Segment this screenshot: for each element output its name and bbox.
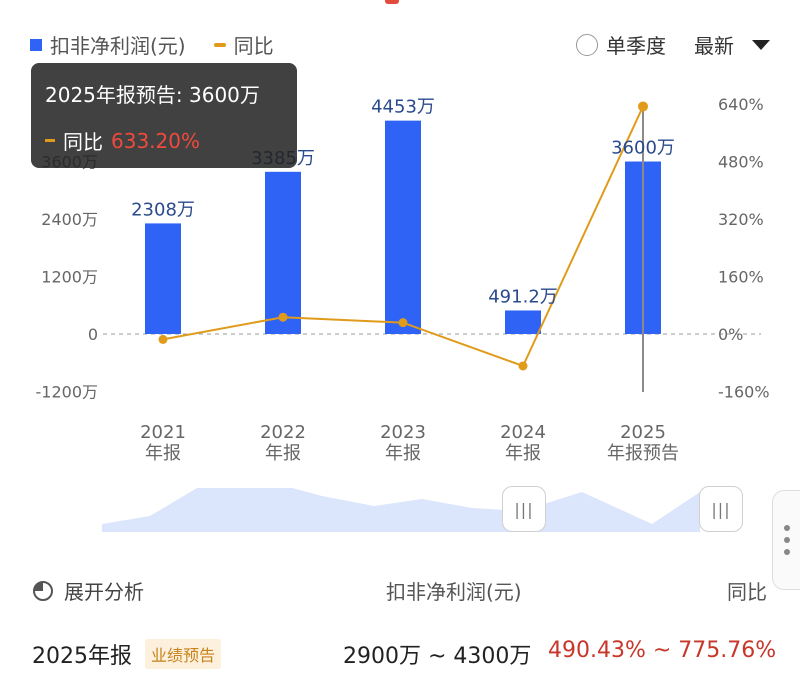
table-row: 2025年报 业绩预告 2900万 ~ 4300万 490.43% ~ 775.… [0, 634, 800, 670]
left-axis-tick-label: -1200万 [36, 383, 99, 402]
category-type-label: 年报 [505, 443, 541, 464]
right-axis-tick-label: 320% [718, 210, 764, 229]
tooltip-yoy-row: 同比 633.20% [45, 126, 283, 155]
right-axis-tick-label: 480% [718, 153, 764, 172]
category-type-label: 年报 [145, 443, 181, 464]
row-period: 2025年报 [32, 644, 132, 669]
category-type-label: 年报预告 [607, 443, 679, 464]
tooltip-title: 2025年报预告: 3600万 [45, 83, 260, 107]
expand-analysis-button[interactable]: 展开分析 [32, 576, 144, 605]
column-header-yoy: 同比 [727, 580, 767, 604]
bar-data-label: 3600万 [611, 138, 675, 159]
right-axis-tick-label: 160% [718, 268, 764, 287]
tooltip-yoy-value: 633.20% [111, 128, 200, 153]
top-indicator [385, 0, 399, 4]
dot-icon [783, 549, 790, 555]
yoy-point-2024 [518, 361, 528, 371]
legend-yoy-label: 同比 [233, 34, 274, 58]
latest-dropdown[interactable]: 最新 [694, 30, 770, 59]
row-profit-range: 2900万 ~ 4300万 [343, 644, 532, 669]
pie-chart-icon [33, 580, 53, 601]
legend-item-profit[interactable]: 扣非净利润(元) [30, 30, 186, 59]
right-axis-tick-label: 640% [718, 95, 764, 114]
yoy-point-2023 [398, 318, 408, 328]
bar-2021 [145, 223, 181, 334]
category-type-label: 年报 [385, 443, 421, 464]
chart-tooltip: 2025年报预告: 3600万 同比 633.20% [31, 63, 297, 168]
caret-down-icon [752, 39, 770, 50]
category-year-label: 2024 [500, 422, 546, 443]
more-menu-handle[interactable] [772, 490, 800, 590]
tooltip-line-swatch [45, 139, 55, 142]
single-quarter-toggle[interactable]: 单季度 [576, 30, 666, 59]
bar-2024 [505, 310, 541, 334]
forecast-badge: 业绩预告 [145, 639, 222, 669]
expand-analysis-label: 展开分析 [64, 580, 144, 604]
row-yoy-range: 490.43% ~ 775.76% [548, 638, 777, 663]
chart-controls: 单季度 最新 [576, 30, 770, 59]
legend-bar-swatch [30, 38, 42, 51]
single-quarter-label: 单季度 [606, 34, 666, 58]
left-axis-tick-label: 0 [88, 325, 98, 344]
yoy-point-2021 [158, 334, 168, 344]
yoy-point-2025 [638, 101, 648, 112]
dot-icon [783, 525, 790, 531]
range-scroller[interactable]: ||| ||| [102, 486, 743, 532]
scroller-overview [102, 488, 700, 532]
column-header-profit: 扣非净利润(元) [386, 580, 522, 604]
bar-data-label: 2308万 [131, 199, 195, 220]
left-axis-tick-label: 1200万 [41, 268, 98, 287]
category-year-label: 2022 [260, 422, 306, 443]
legend-profit-label: 扣非净利润(元) [50, 34, 186, 58]
tooltip-yoy-label: 同比 [63, 130, 103, 154]
bar-2022 [265, 171, 301, 334]
category-year-label: 2021 [140, 422, 186, 443]
analysis-header: 展开分析 扣非净利润(元) 同比 [0, 572, 800, 606]
bar-2023 [385, 120, 421, 335]
category-year-label: 2025 [620, 422, 666, 443]
bar-data-label: 4453万 [371, 97, 435, 118]
legend-item-yoy[interactable]: 同比 [213, 30, 274, 59]
left-axis-tick-label: 2400万 [41, 210, 98, 229]
legend-line-swatch [213, 42, 226, 47]
chart-legend: 扣非净利润(元) 同比 [30, 30, 274, 59]
bar-data-label: 491.2万 [488, 286, 558, 307]
latest-label: 最新 [694, 34, 734, 58]
yoy-point-2022 [278, 312, 288, 322]
radio-icon [576, 33, 598, 56]
right-axis-tick-label: -160% [718, 383, 770, 402]
right-axis-tick-label: 0% [718, 325, 743, 344]
category-year-label: 2023 [380, 422, 426, 443]
category-type-label: 年报 [265, 443, 301, 464]
scroller-right-handle[interactable]: ||| [699, 486, 743, 532]
dot-icon [783, 537, 790, 543]
scroller-left-handle[interactable]: ||| [502, 486, 546, 532]
